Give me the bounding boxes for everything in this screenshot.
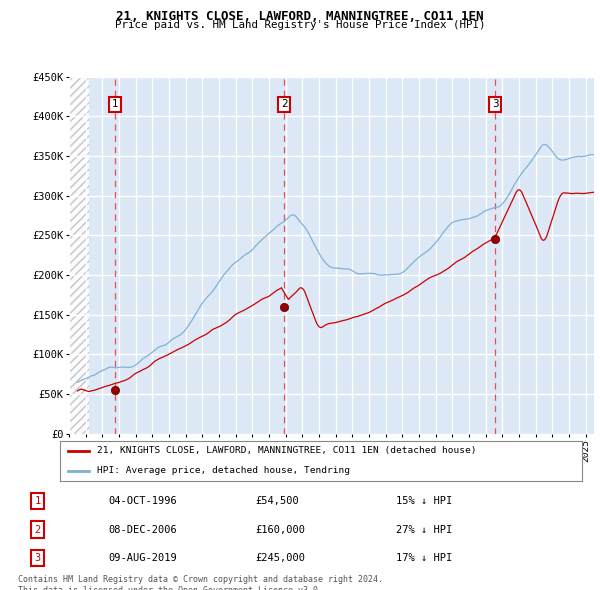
Text: 04-OCT-1996: 04-OCT-1996 (108, 496, 177, 506)
Text: £245,000: £245,000 (255, 553, 305, 563)
Text: 15% ↓ HPI: 15% ↓ HPI (396, 496, 452, 506)
Text: HPI: Average price, detached house, Tendring: HPI: Average price, detached house, Tend… (97, 466, 350, 476)
Text: 21, KNIGHTS CLOSE, LAWFORD, MANNINGTREE, CO11 1EN: 21, KNIGHTS CLOSE, LAWFORD, MANNINGTREE,… (116, 10, 484, 23)
Text: 08-DEC-2006: 08-DEC-2006 (108, 525, 177, 535)
Text: 3: 3 (492, 100, 499, 110)
Text: 27% ↓ HPI: 27% ↓ HPI (396, 525, 452, 535)
Text: £160,000: £160,000 (255, 525, 305, 535)
Text: 3: 3 (35, 553, 41, 563)
Bar (69, 77, 89, 434)
Text: £54,500: £54,500 (255, 496, 299, 506)
Text: 1: 1 (112, 100, 118, 110)
Text: Contains HM Land Registry data © Crown copyright and database right 2024.
This d: Contains HM Land Registry data © Crown c… (18, 575, 383, 590)
Text: 2: 2 (281, 100, 287, 110)
Text: 1: 1 (35, 496, 41, 506)
Text: 09-AUG-2019: 09-AUG-2019 (108, 553, 177, 563)
Text: 2: 2 (35, 525, 41, 535)
Text: Price paid vs. HM Land Registry's House Price Index (HPI): Price paid vs. HM Land Registry's House … (115, 20, 485, 30)
Text: 21, KNIGHTS CLOSE, LAWFORD, MANNINGTREE, CO11 1EN (detached house): 21, KNIGHTS CLOSE, LAWFORD, MANNINGTREE,… (97, 446, 476, 455)
Text: 17% ↓ HPI: 17% ↓ HPI (396, 553, 452, 563)
